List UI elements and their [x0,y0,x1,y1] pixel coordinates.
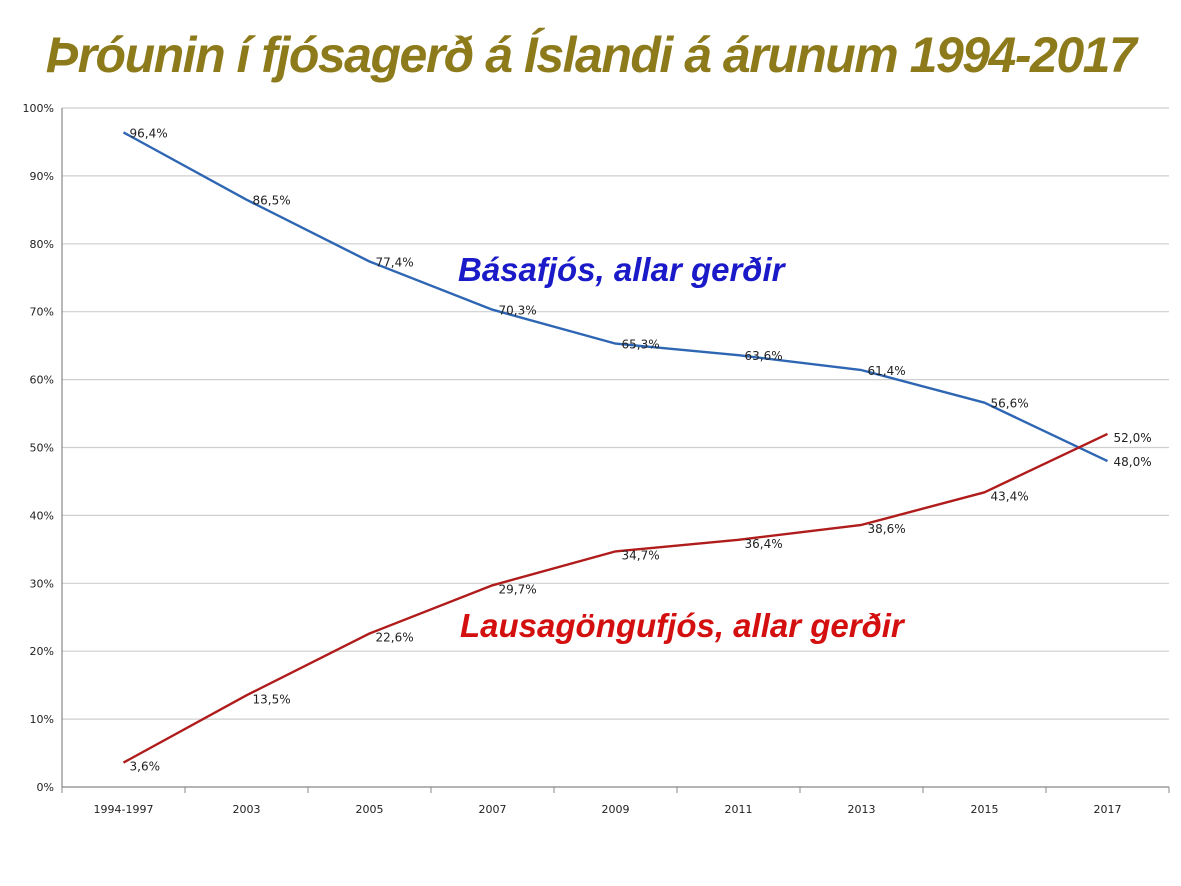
data-label-series-0: 86,5% [253,194,291,208]
data-label-series-1: 22,6% [376,631,414,645]
chart-title: Þróunin í fjósagerð á Íslandi á árunum 1… [45,27,1137,83]
y-tick-label: 50% [30,442,54,455]
data-label-series-1: 43,4% [991,489,1029,503]
series-line-1 [122,432,1109,764]
data-label-series-0: 77,4% [376,255,414,269]
y-tick-label: 40% [30,509,54,522]
gridlines [62,107,1169,720]
x-tick-label: 2011 [725,803,753,816]
y-tick-label: 90% [30,170,54,183]
x-tick-label: 2015 [971,803,999,816]
y-tick-label: 10% [30,713,54,726]
data-labels: 96,4% 86,5% 77,4% 70,3% 65,3% 63,6% 61,4% 56,6%… [130,126,1152,773]
data-label-series-1: 36,4% [745,537,783,551]
y-tick-label: 100% [23,102,54,115]
data-label-series-1: 38,6% [868,522,906,536]
x-tick-label: 1994-1997 [94,803,154,816]
y-tick-label: 80% [30,238,54,251]
x-tick-label: 2003 [233,803,261,816]
data-label-series-0: 61,4% [868,364,906,378]
data-label-series-0: 96,4% [130,126,168,140]
data-label-series-0: 63,6% [745,349,783,363]
series-lines [122,131,1109,764]
data-label-series-0: 65,3% [622,338,660,352]
y-tick-label: 30% [30,577,54,590]
x-tick-label: 2007 [479,803,507,816]
y-tick-label: 60% [30,374,54,387]
series-line-0 [122,131,1109,463]
data-label-series-1: 34,7% [622,548,660,562]
data-label-series-1: 52,0% [1114,431,1152,445]
x-tick-label: 2013 [848,803,876,816]
data-label-series-1: 13,5% [253,692,291,706]
series-label-basafjos: Básafjós, allar gerðir [458,251,787,288]
data-label-series-0: 56,6% [991,397,1029,411]
x-tick-label: 2017 [1094,803,1122,816]
data-label-series-0: 48,0% [1114,455,1152,469]
y-tick-label: 70% [30,306,54,319]
y-tick-label: 0% [37,781,54,794]
y-tick-label: 20% [30,645,54,658]
data-label-series-1: 29,7% [499,582,537,596]
data-label-series-0: 70,3% [499,304,537,318]
series-label-lausagongufjos: Lausagöngufjós, allar gerðir [460,607,906,644]
axes: 0% 10% 20% 30% 40% 50% 60% 70% 80% 90% 100% 1994-19… [23,102,1170,816]
data-label-series-1: 3,6% [130,760,161,774]
x-tick-label: 2009 [602,803,630,816]
x-tick-label: 2005 [356,803,384,816]
